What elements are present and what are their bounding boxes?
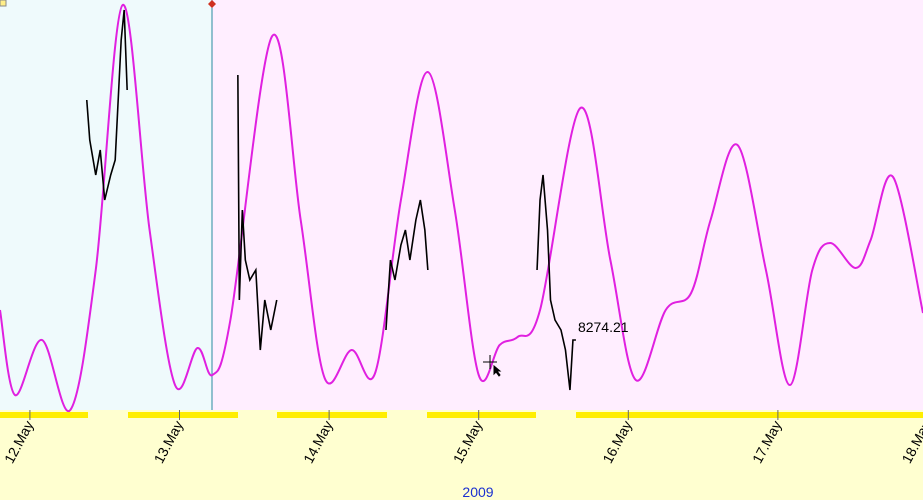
stripe [0,412,88,418]
mouse-cursor [483,355,502,377]
axis-band [0,410,923,500]
price-label: 8274.21 [578,319,629,335]
stripe [427,412,536,418]
stripe [128,412,238,418]
stripe [576,412,923,418]
arrow [493,364,502,377]
marker [0,0,7,7]
marker [208,0,216,8]
selected-region [0,0,212,410]
series-line [85,9,576,391]
x-axis-label: 2009 [462,484,493,500]
session-stripes [0,412,923,418]
series-line [0,3,923,413]
stripe [277,412,387,418]
